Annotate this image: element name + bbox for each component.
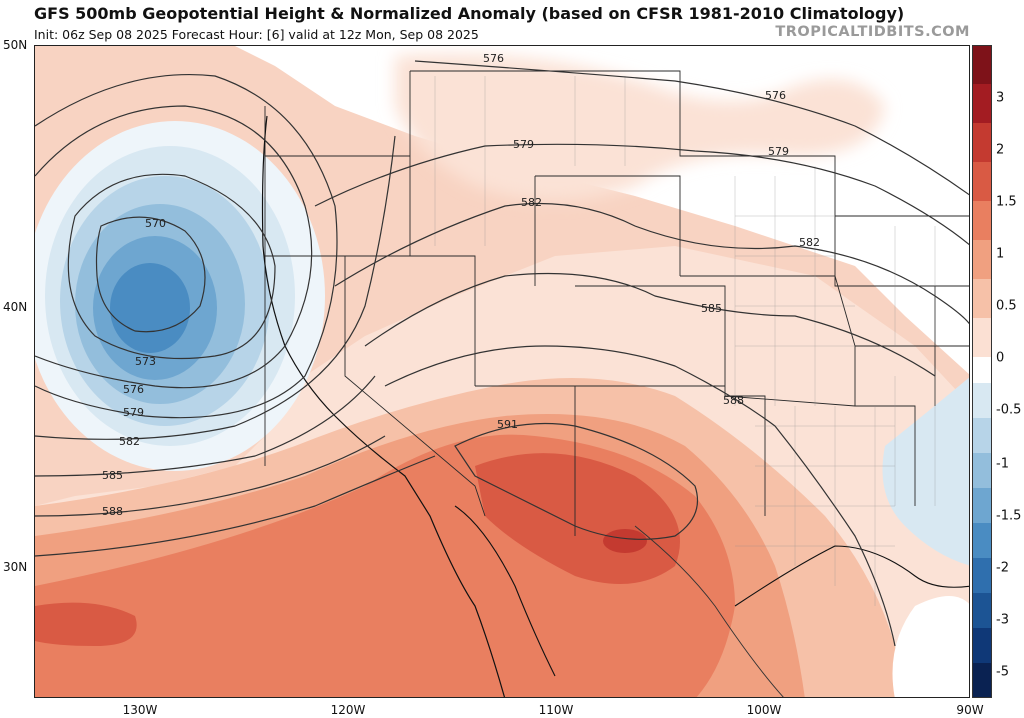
colorbar-segment-negative: [972, 558, 992, 594]
colorbar-negative: [972, 383, 992, 698]
anomaly-fill-neutral-gulf: [892, 596, 969, 697]
credit-watermark[interactable]: TROPICALTIDBITS.COM: [775, 24, 970, 40]
colorbar-segment-positive: [972, 45, 992, 85]
contour-labels: 576 576 579 579 582 582 585 588 591 570 …: [102, 52, 820, 518]
contour-579-west: [35, 73, 338, 419]
colorbar-label: 1: [996, 246, 1005, 262]
contour-588-west: [35, 435, 386, 517]
contour-label: 579: [513, 138, 534, 151]
colorbar-segment-negative: [972, 488, 992, 524]
colorbar-label: 3: [996, 90, 1005, 106]
contour-label: 579: [768, 145, 789, 158]
contour-570: [95, 216, 206, 333]
contour-585: [364, 272, 936, 377]
colorbar-outline: [972, 45, 992, 698]
colorbar-segment-positive: [972, 162, 992, 202]
colorbar-segment-negative: [972, 383, 992, 419]
anomaly-fill-north-blob: [395, 54, 885, 201]
colorbar-label: -5: [996, 664, 1009, 680]
contour-label: 585: [102, 469, 123, 482]
colorbar-positive: [972, 45, 992, 358]
contour-label: 588: [723, 394, 744, 407]
height-contours: [35, 60, 969, 647]
contour-591-west: [35, 455, 436, 557]
contour-582-west: [35, 135, 396, 440]
colorbar-segment-positive: [972, 318, 992, 358]
colorbar-segment-negative: [972, 418, 992, 454]
contour-label: 573: [135, 355, 156, 368]
contour-label: 579: [123, 406, 144, 419]
map-subtitle: Init: 06z Sep 08 2025 Forecast Hour: [6]…: [34, 27, 479, 42]
colorbar-label: 0: [996, 350, 1005, 366]
colorbar-segment-negative: [972, 453, 992, 489]
contour-label: 576: [123, 383, 144, 396]
anomaly-fill-neg-east: [882, 377, 969, 566]
county-borders: [434, 76, 936, 606]
colorbar-segment-positive: [972, 84, 992, 124]
contour-576-west: [35, 105, 313, 389]
contour-label: 576: [765, 89, 786, 102]
contour-573: [67, 173, 276, 360]
lon-label-130w: 130W: [122, 703, 158, 717]
contour-588: [384, 345, 896, 647]
colorbar-label: -3: [996, 612, 1009, 628]
colorbar-segment-negative: [972, 663, 992, 698]
colorbar-segment-negative: [972, 628, 992, 664]
anomaly-fill-neg-5: [110, 263, 190, 353]
anomaly-map: 576 576 579 579 582 582 585 588 591 570 …: [35, 46, 969, 697]
contour-585-west: [35, 375, 376, 477]
contour-591: [454, 422, 699, 540]
contour-576-north: [414, 60, 969, 196]
colorbar-segment-negative: [972, 593, 992, 629]
map-title: GFS 500mb Geopotential Height & Normaliz…: [34, 4, 905, 23]
pacific-coastline: [261, 115, 506, 697]
state-borders: [264, 70, 969, 536]
colorbar-segment-negative: [972, 523, 992, 559]
lat-label-30n: 30N: [3, 560, 28, 574]
colorbar-label: -2: [996, 560, 1009, 576]
lon-label-90w: 90W: [956, 703, 984, 717]
contour-label: 570: [145, 217, 166, 230]
lon-label-110w: 110W: [538, 703, 574, 717]
contour-label: 591: [497, 418, 518, 431]
contour-579-north: [314, 143, 969, 246]
contour-label: 582: [119, 435, 140, 448]
contour-label: 588: [102, 505, 123, 518]
lat-label-50n: 50N: [3, 38, 28, 52]
gulf-of-california-coast: [454, 505, 556, 677]
colorbar-label: 0.5: [996, 298, 1017, 314]
anomaly-fill-pos-4-west: [35, 602, 137, 646]
contour-label: 585: [701, 302, 722, 315]
colorbar-label: -1: [996, 456, 1009, 472]
colorbar-segment-positive: [972, 279, 992, 319]
contour-label: 576: [483, 52, 504, 65]
contour-label: 582: [521, 196, 542, 209]
contour-label: 582: [799, 236, 820, 249]
gulf-coastline: [734, 545, 969, 607]
lon-label-100w: 100W: [746, 703, 782, 717]
colorbar-label: 1.5: [996, 194, 1017, 210]
colorbar-segment-positive: [972, 123, 992, 163]
lon-label-120w: 120W: [330, 703, 366, 717]
colorbar-label: -1.5: [996, 508, 1022, 524]
colorbar-segment-positive: [972, 240, 992, 280]
map-panel[interactable]: 576 576 579 579 582 582 585 588 591 570 …: [34, 45, 970, 698]
anomaly-fill-pos-5: [603, 529, 647, 553]
colorbar-label: -0.5: [996, 402, 1022, 418]
rio-grande-border: [634, 525, 784, 697]
colorbar-segment-positive: [972, 201, 992, 241]
colorbar-neutral: [972, 357, 992, 383]
colorbar: [972, 45, 992, 698]
lat-label-40n: 40N: [3, 300, 28, 314]
colorbar-label: 2: [996, 142, 1005, 158]
contour-582-north: [334, 202, 969, 325]
